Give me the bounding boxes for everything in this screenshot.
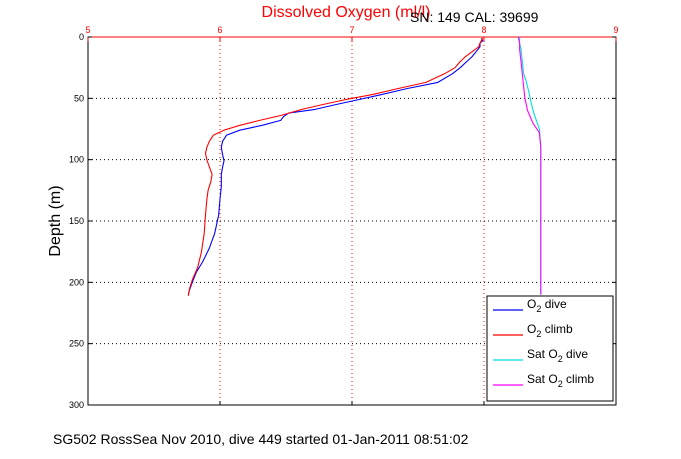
legend-entry-label: Sat O2 dive — [527, 347, 588, 364]
chart-title: Dissolved Oxygen (ml/l) — [262, 4, 431, 21]
y-tick-label: 300 — [69, 400, 84, 410]
legend-entry-label: O2 dive — [527, 297, 567, 314]
x-tick-label: 7 — [349, 25, 354, 35]
legend-entry-label: O2 climb — [527, 322, 573, 339]
y-ticks: 0 50 100 150 200 250 300 — [69, 32, 616, 410]
y-tick-label: 250 — [69, 339, 84, 349]
x-tick-label: 6 — [217, 25, 222, 35]
y-tick-label: 100 — [69, 155, 84, 165]
data-series — [187, 36, 542, 296]
x-ticks: 5 6 7 8 9 — [85, 25, 619, 405]
y-tick-label: 150 — [69, 216, 84, 226]
series-line-2 — [187, 37, 484, 296]
footer-caption: SG502 RossSea Nov 2010, dive 449 started… — [53, 431, 469, 447]
series-line-1 — [187, 37, 484, 295]
x-tick-label: 8 — [481, 25, 486, 35]
y-tick-label: 50 — [74, 93, 84, 103]
x-tick-label: 9 — [613, 25, 618, 35]
legend-box — [486, 295, 614, 402]
series-line-4 — [517, 36, 542, 295]
x-tick-label: 5 — [85, 25, 90, 35]
legend: O2 dive O2 climb Sat O2 dive Sat O2 climb — [486, 295, 614, 402]
legend-entry-label: Sat O2 climb — [527, 372, 594, 389]
y-tick-label: 200 — [69, 277, 84, 287]
y-tick-label: 0 — [79, 32, 84, 42]
y-axis-label: Depth (m) — [47, 185, 64, 256]
chart-subtitle: SN: 149 CAL: 39699 — [410, 9, 539, 25]
